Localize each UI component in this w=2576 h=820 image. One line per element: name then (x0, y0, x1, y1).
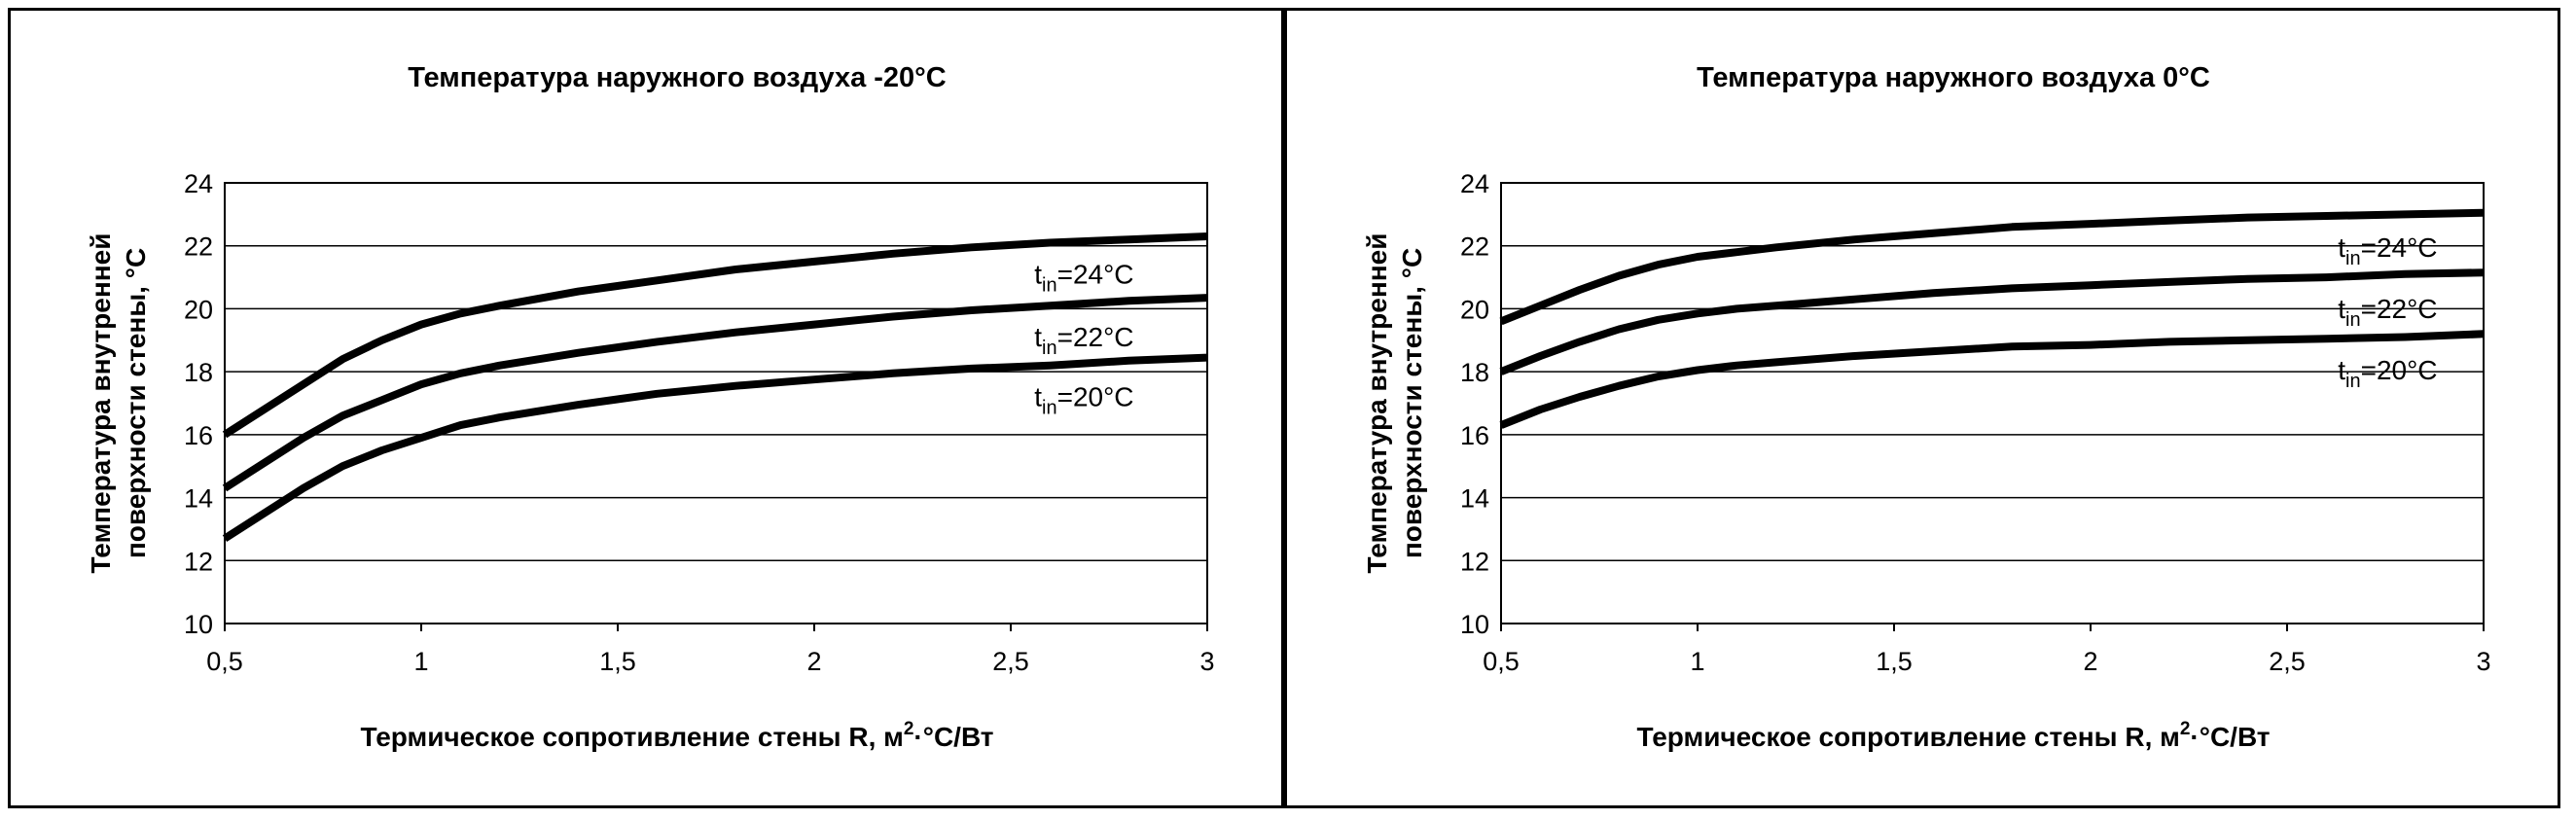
series-label: tin=22°С (1034, 322, 1133, 359)
series-label: tin=24°С (1034, 259, 1133, 296)
plot-area (224, 182, 1208, 624)
y-axis-title: Температура внутренней поверхности стены,… (1362, 233, 1427, 574)
y-tick-label: 10 (184, 610, 213, 639)
y-tick-label: 12 (1460, 547, 1489, 576)
y-tick-label: 16 (1460, 421, 1489, 450)
x-axis-title-main: Термическое сопротивление стены R, м (1636, 722, 2179, 752)
chart-panel-outdoor-minus-20: Температура наружного воздуха -20°С 10 12 1… (8, 8, 1284, 808)
x-tick-label: 1 (413, 647, 428, 676)
x-tick-label: 3 (2476, 647, 2490, 676)
series-label-sub: in (2345, 371, 2361, 392)
series-label-base: t (1034, 382, 1042, 412)
chart-title: Температура наружного воздуха -20°С (408, 62, 947, 93)
x-tick-label: 2 (2083, 647, 2097, 676)
series-label-base: t (2338, 294, 2345, 324)
series-label-sub: in (1042, 398, 1057, 419)
series-label: tin=20°С (1034, 382, 1133, 419)
chart-outdoor-0: Температура наружного воздуха 0°С1012141… (1362, 62, 2491, 752)
y-tick-label: 24 (184, 169, 213, 198)
series-label-tail: =20°С (1057, 382, 1134, 412)
x-axis-title-tail: ·°С/Вт (913, 722, 993, 752)
x-tick-label: 2 (806, 647, 821, 676)
series-label-base: t (1034, 259, 1042, 289)
series-label-sub: in (2345, 248, 2361, 269)
y-axis-title-line: Температура внутренней (1362, 233, 1392, 574)
y-tick-label: 20 (184, 295, 213, 324)
x-tick-label: 1,5 (599, 647, 636, 676)
series-label-tail: =20°С (2361, 355, 2438, 385)
x-tick-label: 1 (1690, 647, 1704, 676)
series-label-tail: =24°С (1057, 259, 1134, 289)
series-label-tail: =24°С (2361, 232, 2438, 263)
series-label-sub: in (1042, 338, 1057, 359)
chart-title: Температура наружного воздуха 0°С (1697, 62, 2210, 93)
y-axis-title: Температура внутренней поверхности стены,… (86, 233, 151, 574)
chart-panel-outdoor-0: Температура наружного воздуха 0°С 10 12 14 1… (1284, 8, 2560, 808)
x-axis-title-sup: 2 (904, 719, 914, 739)
series-label-base: t (1034, 322, 1042, 352)
x-tick-label: 2,5 (992, 647, 1029, 676)
y-tick-label: 22 (1460, 232, 1489, 262)
x-tick-label: 0,5 (206, 647, 243, 676)
x-axis-title-main: Термическое сопротивление стены R, м (360, 722, 903, 752)
y-tick-label: 18 (184, 358, 213, 387)
x-tick-label: 0,5 (1483, 647, 1520, 676)
x-tick-label: 3 (1199, 647, 1214, 676)
y-tick-label: 14 (184, 484, 213, 514)
x-axis-title: Термическое сопротивление стены R, м2·°С… (1636, 719, 2270, 752)
series-line (1499, 268, 2485, 375)
x-tick-label: 1,5 (1876, 647, 1913, 676)
y-axis-title-line: поверхности стены, °С (121, 248, 151, 558)
series-line (1499, 330, 2485, 429)
x-axis-title-sup: 2 (2180, 719, 2191, 739)
x-tick-label: 2,5 (2269, 647, 2306, 676)
series-label-base: t (2338, 355, 2345, 385)
plot-area (1500, 182, 2485, 624)
series-line (222, 294, 1208, 492)
x-axis-title: Термическое сопротивление стены R, м2·°С… (360, 719, 993, 752)
chart-outdoor-minus-20: Температура наружного воздуха -20°С10121… (86, 62, 1215, 752)
y-tick-label: 18 (1460, 358, 1489, 387)
series-label-base: t (2338, 232, 2345, 263)
y-tick-label: 24 (1460, 169, 1489, 198)
series-line (222, 232, 1208, 439)
y-axis-title-line: поверхности стены, °С (1397, 248, 1427, 558)
x-axis-title-tail: ·°С/Вт (2190, 722, 2270, 752)
series-label: tin=20°С (2338, 355, 2437, 392)
series-label-tail: =22°С (1057, 322, 1134, 352)
series-label: tin=22°С (2338, 294, 2437, 331)
series-label-tail: =22°С (2361, 294, 2438, 324)
series-label: tin=24°С (2338, 232, 2437, 269)
y-tick-label: 22 (184, 232, 213, 262)
y-tick-label: 20 (1460, 295, 1489, 324)
series-label-sub: in (1042, 274, 1057, 296)
series-label-sub: in (2345, 309, 2361, 331)
series-line (222, 353, 1208, 542)
y-tick-label: 10 (1460, 610, 1489, 639)
series-line (1499, 208, 2485, 326)
y-tick-label: 12 (184, 547, 213, 576)
y-tick-label: 14 (1460, 484, 1489, 514)
y-axis-title-line: Температура внутренней (86, 233, 116, 574)
y-tick-label: 16 (184, 421, 213, 450)
